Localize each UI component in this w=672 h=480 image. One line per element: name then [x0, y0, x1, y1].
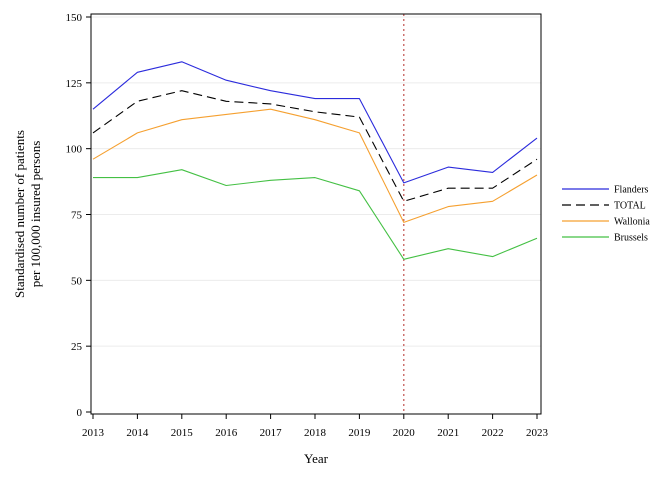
series-line-wallonia	[92, 108, 538, 223]
x-tick-label: 2016	[215, 427, 238, 439]
legend: Flanders TOTAL Wallonia Brussels	[562, 185, 650, 244]
y-axis-title-line-2: per 100,000 insured persons	[28, 141, 43, 288]
legend-item-wallonia: Wallonia	[562, 217, 650, 228]
series-lines	[92, 61, 538, 260]
legend-item-total: TOTAL	[562, 201, 646, 212]
y-tick-label: 0	[77, 407, 83, 419]
legend-label: Brussels	[614, 233, 648, 244]
y-tick-label: 125	[66, 78, 83, 90]
y-tick-label: 25	[71, 341, 83, 353]
x-tick-label: 2022	[482, 427, 504, 439]
legend-label: Wallonia	[614, 217, 650, 228]
x-tick-label: 2013	[82, 427, 105, 439]
legend-item-brussels: Brussels	[562, 233, 648, 244]
x-axis-title: Year	[304, 451, 329, 466]
x-axis: 2013 2014 2015 2016 2017 2018 2019 2020 2021 2022…	[82, 414, 549, 439]
x-tick-label: 2023	[526, 427, 549, 439]
y-tick-label: 150	[66, 12, 83, 24]
y-tick-label: 50	[71, 275, 83, 287]
y-tick-label: 75	[71, 210, 83, 222]
series-line-brussels	[93, 169, 538, 260]
y-axis: 0 25 50 75 100 125 150	[66, 12, 91, 419]
gridlines	[91, 16, 541, 347]
x-tick-label: 2017	[260, 427, 283, 439]
x-tick-label: 2021	[437, 427, 459, 439]
x-tick-label: 2020	[393, 427, 416, 439]
y-tick-label: 100	[66, 144, 83, 156]
series-line-flanders	[92, 61, 538, 184]
x-tick-label: 2019	[348, 427, 371, 439]
legend-label: Flanders	[614, 185, 649, 196]
x-tick-label: 2015	[171, 427, 194, 439]
y-axis-title: Standardised number of patients per 100,…	[12, 130, 43, 298]
x-tick-label: 2018	[304, 427, 327, 439]
y-axis-title-line-1: Standardised number of patients	[12, 130, 27, 298]
x-tick-label: 2014	[126, 427, 149, 439]
legend-item-flanders: Flanders	[562, 185, 649, 196]
legend-label: TOTAL	[614, 201, 646, 212]
series-line-total	[92, 90, 538, 202]
